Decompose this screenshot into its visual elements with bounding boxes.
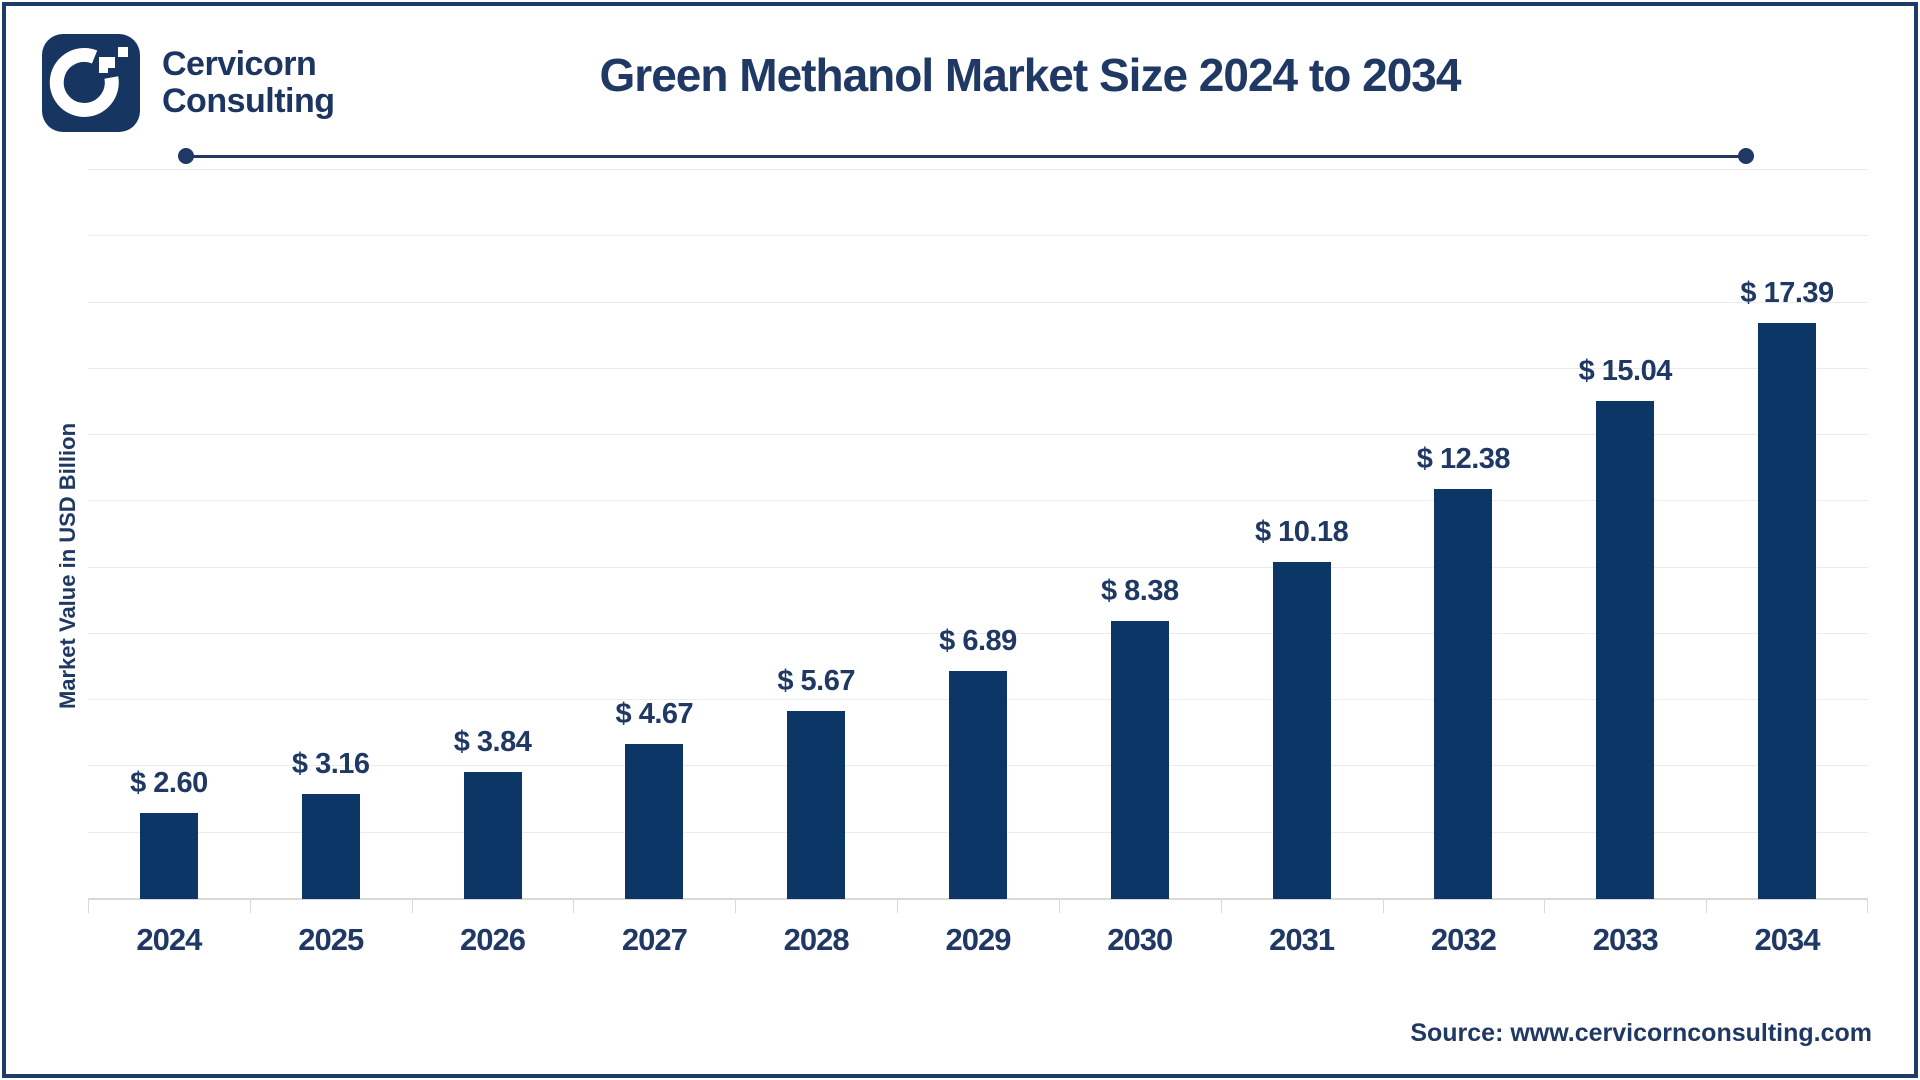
x-axis-label: 2026	[460, 922, 526, 957]
bar	[1434, 488, 1493, 899]
brand-line2: Consulting	[162, 82, 335, 120]
bar-cell: $ 6.89	[897, 170, 1059, 899]
bars-row: $ 2.60 $ 3.16 $ 3.84 $ 4.67 $ 5.67 $ 6.8…	[88, 170, 1868, 899]
bar	[1596, 400, 1655, 899]
bar	[948, 670, 1007, 899]
bar	[787, 711, 846, 899]
bar	[1110, 621, 1169, 899]
axis-tick	[1544, 899, 1546, 913]
bar-cell: $ 12.38	[1383, 170, 1545, 899]
bar-value-label: $ 3.16	[291, 748, 370, 781]
y-axis-title: Market Value in USD Billion	[55, 422, 80, 710]
x-axis-label: 2025	[298, 922, 364, 957]
x-axis-label: 2028	[783, 922, 850, 957]
axis-tick	[88, 899, 89, 913]
gridline	[88, 500, 1868, 502]
bar-value-label: $ 2.60	[130, 766, 208, 799]
bar	[1272, 561, 1331, 899]
bar-value-label: $ 5.67	[777, 665, 855, 698]
brand-name: Cervicorn Consulting	[162, 44, 335, 121]
underline-right-dot	[1738, 148, 1754, 164]
axis-tick	[411, 899, 413, 913]
bar-value-label: $ 10.18	[1254, 515, 1349, 548]
axis-tick	[1220, 899, 1222, 913]
cervicorn-logo-icon	[42, 34, 140, 132]
gridline	[88, 434, 1868, 436]
axis-tick	[249, 899, 251, 913]
axis-tick	[1706, 899, 1708, 913]
plot-area: $ 2.60 $ 3.16 $ 3.84 $ 4.67 $ 5.67 $ 6.8…	[88, 169, 1868, 913]
source-text: Source: www.cervicornconsulting.com	[1410, 1019, 1872, 1047]
axis-tick	[1058, 899, 1060, 913]
x-axis-label: 2031	[1269, 922, 1335, 957]
axis-tick	[1382, 899, 1384, 913]
bar-value-label: $ 15.04	[1578, 354, 1673, 387]
page-title: Green Methanol Market Size 2024 to 2034	[599, 49, 1462, 101]
axis-tick	[735, 899, 737, 913]
x-axis-labels: 2024 2025 2026 2027 2028 2029 2030 2031 2032 2033…	[88, 922, 1868, 958]
bar-value-label: $ 6.89	[939, 624, 1017, 657]
brand-header: Cervicorn Consulting	[42, 34, 335, 132]
gridline	[88, 169, 1868, 170]
bar-cell: $ 4.67	[573, 170, 735, 899]
bar	[625, 744, 684, 899]
axis-tick	[1867, 899, 1868, 913]
x-axis-label: 2033	[1592, 922, 1659, 957]
gridline	[88, 566, 1868, 568]
x-axis-label: 2024	[136, 922, 202, 957]
underline-left-dot	[178, 148, 194, 164]
bar-cell: $ 5.67	[735, 170, 897, 899]
gridline	[88, 301, 1868, 303]
bar	[1758, 322, 1817, 899]
bar-cell: $ 2.60	[88, 170, 250, 899]
x-axis-label: 2030	[1107, 922, 1173, 957]
axis-tick	[897, 899, 899, 913]
bar-cell: $ 17.39	[1706, 170, 1868, 899]
x-axis-ticks	[88, 899, 1868, 913]
bar-cell: $ 15.04	[1544, 170, 1706, 899]
bar-value-label: $ 4.67	[615, 698, 694, 731]
bar-value-label: $ 17.39	[1740, 276, 1834, 309]
bar-value-label: $ 12.38	[1416, 442, 1511, 475]
bar-cell: $ 8.38	[1059, 170, 1221, 899]
bar-value-label: $ 3.84	[453, 725, 532, 758]
x-axis-line	[88, 898, 1868, 900]
bar-cell: $ 3.16	[250, 170, 412, 899]
bar	[301, 794, 360, 899]
brand-line1: Cervicorn	[162, 44, 317, 83]
bar-cell: $ 3.84	[412, 170, 574, 899]
x-axis-label: 2029	[945, 922, 1011, 957]
x-axis-label: 2032	[1430, 922, 1497, 957]
x-axis-label: 2034	[1754, 922, 1821, 957]
bar	[463, 771, 522, 899]
gridline	[88, 235, 1868, 237]
axis-tick	[573, 899, 575, 913]
gridline	[88, 367, 1868, 369]
bar	[139, 812, 198, 899]
x-axis-label: 2027	[621, 922, 688, 957]
bar-value-label: $ 8.38	[1100, 575, 1179, 608]
gridline	[88, 632, 1868, 634]
bar-cell: $ 10.18	[1221, 170, 1383, 899]
title-underline	[178, 148, 1754, 164]
